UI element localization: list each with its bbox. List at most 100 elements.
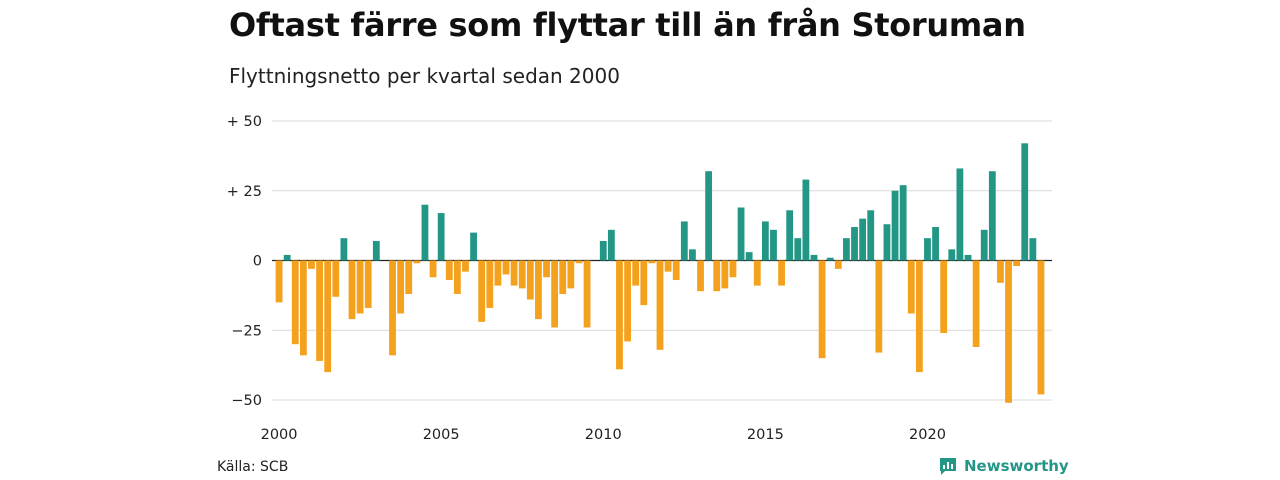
bar-negative <box>1013 260 1021 267</box>
newsworthy-logo-text: Newsworthy <box>964 457 1069 475</box>
bar-negative <box>510 260 518 286</box>
bar-positive <box>372 240 380 261</box>
bar-positive <box>437 213 445 261</box>
bar-positive <box>689 249 696 261</box>
bar-positive <box>883 224 891 261</box>
newsworthy-logo-icon <box>940 458 956 475</box>
bar-positive <box>980 229 988 261</box>
y-tick-label: 0 <box>253 254 262 270</box>
bar-negative <box>332 260 340 297</box>
bar-negative <box>672 260 680 281</box>
y-tick-label: −25 <box>231 323 262 339</box>
bar-negative <box>997 260 1004 283</box>
bar-positive <box>794 238 802 261</box>
x-axis-labels: 2000 2005 2010 2015 2020 <box>261 427 946 443</box>
bar-positive <box>956 168 964 261</box>
bar-positive <box>851 227 858 261</box>
bar-negative <box>397 260 405 314</box>
bar-negative <box>518 260 526 289</box>
bar-negative <box>308 260 315 269</box>
x-tick-label: 2020 <box>909 427 946 443</box>
bar-negative <box>453 260 461 294</box>
bar-negative <box>364 260 372 308</box>
bar-negative <box>818 260 826 359</box>
bar-negative <box>972 260 980 347</box>
bar-negative <box>413 260 421 264</box>
y-axis-labels: + 50 + 25 0 −25 −50 <box>227 114 262 409</box>
bar-negative <box>697 260 704 292</box>
bar-negative <box>632 260 640 286</box>
bar-positive <box>948 249 956 261</box>
bar-negative <box>299 260 307 356</box>
bar-positive <box>607 229 615 261</box>
newsworthy-logo: Newsworthy <box>938 456 1069 476</box>
bar-positive <box>802 179 810 261</box>
bar-negative <box>940 260 948 334</box>
bar-negative <box>526 260 534 300</box>
bar-negative <box>875 260 883 353</box>
bar-positive <box>867 210 875 261</box>
x-tick-label: 2010 <box>585 427 622 443</box>
bar-positive <box>859 218 867 261</box>
bar-negative <box>389 260 396 356</box>
bar-negative <box>478 260 486 322</box>
bar-negative <box>559 260 567 294</box>
bar-negative <box>648 260 656 264</box>
bar-positive <box>599 240 607 261</box>
x-tick-label: 2015 <box>747 427 784 443</box>
bar-negative <box>624 260 631 342</box>
bar-negative <box>275 260 283 303</box>
bar-positive <box>470 232 477 261</box>
bar-negative <box>656 260 664 350</box>
bar-positive <box>770 229 777 261</box>
source-note: Källa: SCB <box>217 459 289 475</box>
bar-negative <box>316 260 323 361</box>
bar-negative <box>567 260 575 289</box>
bar-negative <box>1037 260 1045 395</box>
bar-positive <box>810 254 818 261</box>
bar-negative <box>429 260 437 278</box>
bar-negative <box>502 260 510 275</box>
bar-negative <box>405 260 413 294</box>
bar-negative <box>713 260 721 292</box>
bar-positive <box>1029 238 1037 261</box>
bar-positive <box>761 221 769 261</box>
y-tick-label: −50 <box>231 393 262 409</box>
bar-negative <box>462 260 469 272</box>
bar-negative <box>551 260 559 328</box>
bar-positive <box>340 238 348 261</box>
bar-negative <box>348 260 356 320</box>
bar-positive <box>924 238 931 261</box>
bar-negative <box>494 260 502 286</box>
bar-positive <box>421 204 429 261</box>
bar-positive <box>737 207 745 261</box>
bar-negative <box>575 260 583 264</box>
bar-positive <box>891 190 899 261</box>
bar-negative <box>445 260 453 281</box>
bar-negative <box>1005 260 1012 403</box>
bar-positive <box>826 257 834 261</box>
bar-positive <box>932 227 939 261</box>
bar-positive <box>680 221 688 261</box>
bar-negative <box>915 260 923 373</box>
bar-positive <box>964 254 972 261</box>
x-tick-label: 2005 <box>423 427 460 443</box>
y-tick-label: + 25 <box>227 184 262 200</box>
bar-negative <box>356 260 364 314</box>
bar-positive <box>786 210 794 261</box>
y-tick-label: + 50 <box>227 114 262 130</box>
bar-negative <box>778 260 785 286</box>
bar-positive <box>745 252 753 261</box>
bar-negative <box>543 260 550 278</box>
bar-negative <box>729 260 737 278</box>
bar-positive <box>899 185 907 261</box>
bar-negative <box>486 260 494 308</box>
bar-negative <box>616 260 623 370</box>
chart-subtitle: Flyttningsnetto per kvartal sedan 2000 <box>229 64 620 88</box>
bar-positive <box>705 171 713 261</box>
bar-positive <box>988 171 996 261</box>
chart-title: Oftast färre som flyttar till än från St… <box>229 6 1026 44</box>
x-tick-label: 2000 <box>261 427 298 443</box>
bar-negative <box>753 260 761 286</box>
bar-negative <box>664 260 672 272</box>
